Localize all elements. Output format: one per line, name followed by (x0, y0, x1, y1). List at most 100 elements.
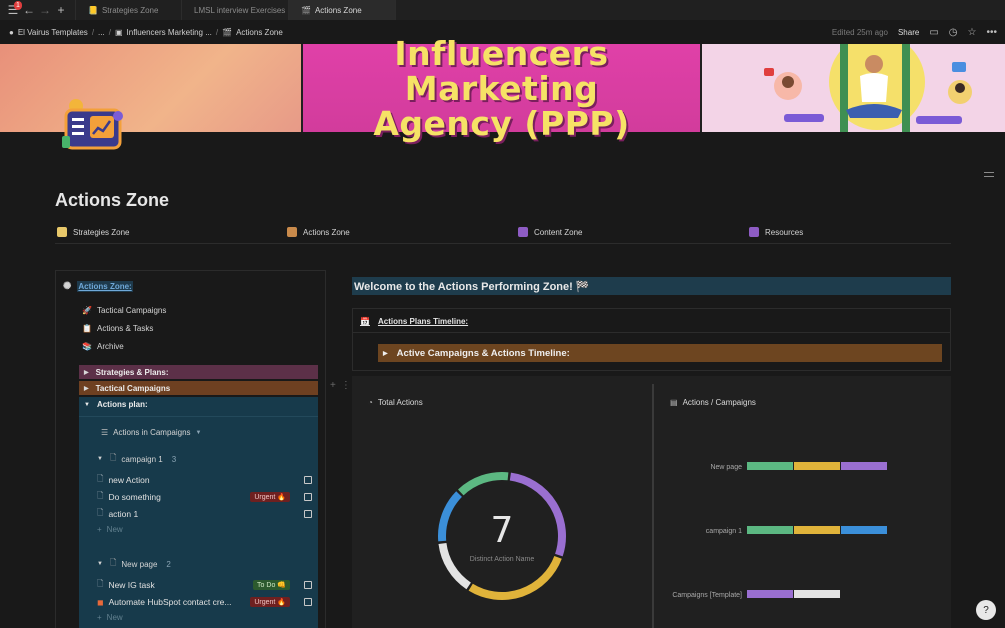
bar-chart-icon: ▤ (670, 398, 678, 407)
triangle-down-icon: ▼ (97, 561, 103, 567)
page-emoji-icon[interactable] (60, 98, 126, 152)
bar-segment[interactable] (841, 526, 887, 534)
status-badge: To Do 👊 (253, 580, 290, 590)
checklist-icon: 📋 (82, 323, 92, 333)
status-badge: Urgent 🔥 (250, 492, 290, 502)
bar-segment[interactable] (794, 462, 840, 470)
page-icon: 🗋 (97, 508, 104, 517)
triangle-down-icon: ▼ (97, 456, 103, 462)
list-item[interactable]: ◼ Automate HubSpot contact cre... Urgent 🔥 (97, 595, 312, 609)
plus-icon: + (97, 525, 102, 534)
history-clock-icon[interactable]: ◷ (948, 26, 958, 38)
favorite-star-icon[interactable]: ☆ (967, 26, 977, 38)
nav-link-actions-zone[interactable]: Actions Zone (287, 227, 350, 237)
influencer-illustration (764, 44, 972, 132)
list-item[interactable]: 🗋 Do something Urgent 🔥 (97, 490, 312, 504)
outline-icon[interactable] (984, 172, 994, 180)
tab-lmsl-interview[interactable]: LMSL interview Exercises (182, 0, 289, 20)
charts-block: ◔ Total Actions ▤ Actions / Campaigns 7 Di… (352, 376, 951, 628)
bar-segment[interactable] (794, 590, 840, 598)
link-actions-tasks[interactable]: 📋 Actions & Tasks (82, 323, 154, 333)
welcome-heading: Welcome to the Actions Performing Zone! … (352, 277, 951, 295)
hubspot-icon: ◼ (97, 597, 104, 607)
bar-segment[interactable] (747, 462, 793, 470)
link-tactical-campaigns[interactable]: 🚀 Tactical Campaigns (82, 305, 167, 315)
bar-segment[interactable] (841, 462, 887, 470)
bar-segment[interactable] (747, 590, 793, 598)
breadcrumb-ellipsis[interactable]: ... (98, 27, 105, 37)
divider (652, 384, 654, 628)
cover-title-line1: Influencers Marketing (394, 33, 609, 108)
forward-arrow-icon[interactable]: → (39, 3, 51, 17)
tab-actions-zone[interactable]: 🎬 Actions Zone (289, 0, 396, 20)
edited-timestamp: Edited 25m ago (831, 27, 888, 37)
checkbox[interactable] (304, 598, 312, 606)
chart-title-total-actions: ◔ Total Actions (368, 398, 423, 407)
checkbox[interactable] (304, 510, 312, 518)
divider (79, 416, 318, 417)
link-archive[interactable]: 📚 Archive (82, 341, 124, 351)
add-block-plus-icon[interactable]: + (330, 380, 336, 391)
bar-category-label: campaign 1 (706, 528, 742, 535)
toggle-tactical-campaigns[interactable]: ▶ Tactical Campaigns (79, 381, 318, 395)
browser-tabstrip: ☰ 1 ← → + 📒 Strategies Zone LMSL interview… (0, 0, 1005, 20)
chevron-down-icon: ▼ (195, 429, 202, 436)
clapper-icon (287, 227, 297, 237)
page-icon: 🗋 (109, 453, 117, 462)
list-item[interactable]: 🗋 action 1 (97, 507, 312, 521)
toggle-active-campaigns-timeline[interactable]: ▶ Active Campaigns & Actions Timeline: (378, 344, 942, 362)
tab-strategies-zone[interactable]: 📒 Strategies Zone (75, 0, 182, 20)
workspace-icon: ● (9, 27, 14, 37)
page-icon: 🗋 (109, 558, 117, 567)
checkbox[interactable] (304, 493, 312, 501)
comments-icon[interactable]: ▭ (929, 26, 939, 38)
donut-segment[interactable] (438, 542, 472, 590)
bar-segment[interactable] (794, 526, 840, 534)
new-item-button[interactable]: + New (97, 613, 123, 622)
block-handles[interactable]: + ⋮⋮ (330, 380, 361, 391)
breadcrumb-actions-zone[interactable]: 🎬 Actions Zone (222, 27, 283, 37)
back-arrow-icon[interactable]: ← (23, 3, 35, 17)
donut-segment[interactable] (438, 491, 463, 542)
group-count: 2 (166, 559, 171, 569)
cover-left-panel (0, 44, 301, 132)
checkbox[interactable] (304, 476, 312, 484)
clapper-icon: 🎬 (222, 27, 233, 37)
group-header-new-page[interactable]: ▼ 🗋 New page 2 (97, 557, 171, 571)
chart-title-actions-campaigns: ▤ Actions / Campaigns (670, 398, 756, 407)
donut-segment[interactable] (468, 555, 562, 600)
nav-link-resources[interactable]: Resources (749, 227, 803, 237)
breadcrumb-workspace[interactable]: ● El Vairus Templates (9, 27, 88, 37)
nav-link-content-zone[interactable]: Content Zone (518, 227, 582, 237)
list-item[interactable]: 🗋 new Action (97, 473, 312, 487)
breadcrumb-influencers[interactable]: ▣ Influencers Marketing ... (114, 27, 212, 37)
notebook-icon (57, 227, 67, 237)
toggle-strategies-plans[interactable]: ▶ Strategies & Plans: (79, 365, 318, 379)
bar-segment[interactable] (747, 526, 793, 534)
page-icon: ▣ (114, 27, 123, 37)
calendar-icon: 📅 (360, 317, 370, 326)
nav-link-strategies-zone[interactable]: Strategies Zone (57, 227, 129, 237)
more-options-icon[interactable]: ••• (986, 26, 997, 38)
new-tab-plus-icon[interactable]: + (57, 3, 65, 17)
list-item[interactable]: 🗋 New IG task To Do 👊 (97, 578, 312, 592)
checkbox[interactable] (304, 581, 312, 589)
donut-segment[interactable] (509, 472, 566, 557)
drag-handle-icon[interactable]: ⋮⋮ (340, 380, 361, 391)
breadcrumb-bar: ● El Vairus Templates / ... / ▣ Influencer… (9, 26, 997, 38)
panel-heading-label[interactable]: Actions Zone: (77, 281, 133, 292)
share-button[interactable]: Share (897, 27, 920, 37)
status-badge: Urgent 🔥 (250, 597, 290, 607)
stacked-bar-chart: New page campaign 1 Campaigns [Template] (672, 462, 887, 599)
donut-center-label: Distinct Action Name (470, 556, 535, 563)
donut-segment[interactable] (458, 472, 509, 496)
donut-chart-icon: ◔ (368, 398, 373, 407)
tab-label: LMSL interview Exercises (194, 5, 286, 15)
database-view-selector[interactable]: ☰ Actions in Campaigns ▼ (101, 428, 202, 437)
toggle-actions-plan[interactable]: ▼ Actions plan: (84, 400, 148, 409)
new-item-button[interactable]: + New (97, 525, 123, 534)
help-button[interactable]: ? (976, 600, 996, 620)
notebook-icon: 📒 (88, 5, 98, 15)
sidebar-menu-icon[interactable]: ☰ 1 (7, 1, 22, 17)
